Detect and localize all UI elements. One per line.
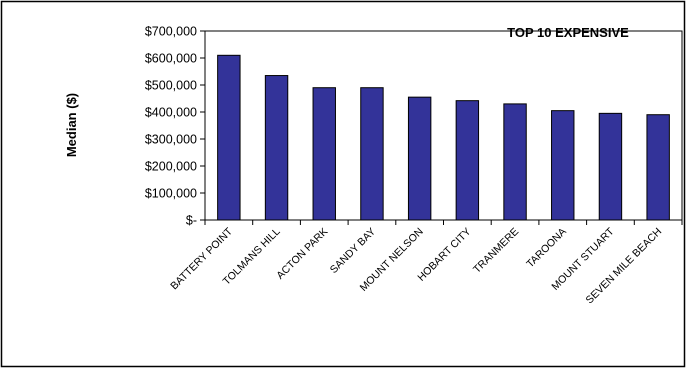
y-tick-label: $300,000 bbox=[145, 133, 197, 147]
y-tick-label: $500,000 bbox=[145, 79, 197, 93]
bar bbox=[360, 87, 384, 221]
bar bbox=[264, 75, 289, 221]
bar-series bbox=[217, 54, 670, 221]
y-tick-label: $200,000 bbox=[145, 160, 197, 174]
y-axis-label: Median ($) bbox=[64, 93, 79, 157]
y-tick-label: $100,000 bbox=[145, 187, 197, 201]
bar bbox=[503, 103, 527, 221]
bar bbox=[646, 114, 670, 221]
bar bbox=[312, 87, 336, 221]
bar bbox=[217, 54, 241, 221]
y-tick-label: $600,000 bbox=[145, 52, 197, 66]
bar bbox=[598, 112, 623, 221]
y-tick-label: $700,000 bbox=[145, 25, 197, 39]
x-axis-ticks bbox=[204, 220, 683, 225]
bar bbox=[407, 96, 432, 221]
chart-title: TOP 10 EXPENSIVE bbox=[507, 25, 629, 40]
bar bbox=[551, 110, 575, 221]
bar bbox=[455, 100, 480, 221]
y-tick-label: $- bbox=[186, 214, 197, 228]
y-axis-ticks: $- $100,000 $200,000 $300,000 $400,000 $500,0… bbox=[145, 25, 205, 228]
y-tick-label: $400,000 bbox=[145, 106, 197, 120]
